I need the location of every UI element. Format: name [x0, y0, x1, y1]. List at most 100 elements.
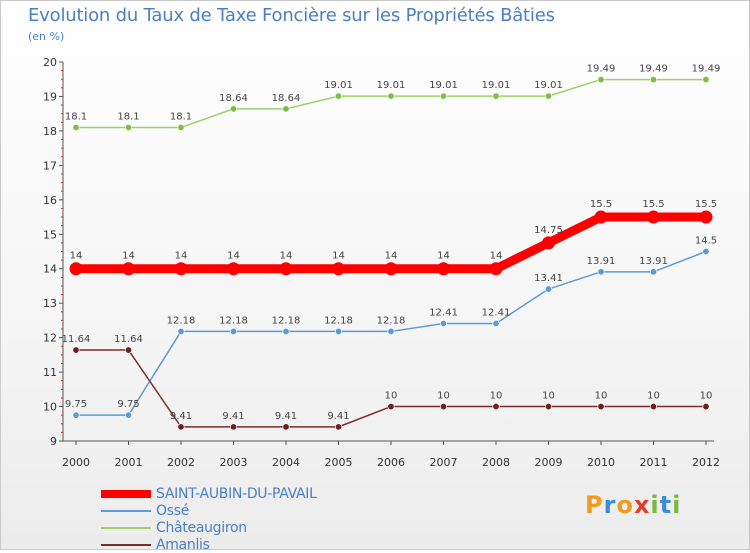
point-chateaugiron-2004 — [282, 105, 290, 113]
logo-letter: t — [659, 491, 673, 519]
data-label-amanlis-2002: 9.41 — [170, 411, 192, 422]
legend-swatch-saint-aubin — [101, 489, 151, 498]
series-layer — [69, 76, 713, 431]
point-osse-2010 — [597, 268, 605, 276]
data-label-osse-2008: 12.41 — [482, 308, 511, 319]
point-osse-2009 — [544, 285, 552, 293]
data-label-osse-2006: 12.18 — [377, 315, 406, 326]
logo-letter: o — [616, 491, 634, 519]
point-saint-aubin-du-pavail-2011 — [647, 210, 660, 224]
y-tick-label: 10 — [43, 401, 57, 414]
point-saint-aubin-du-pavail-2001 — [122, 262, 135, 276]
data-label-saint-aubin-du-pavail-2011: 15.5 — [642, 199, 664, 210]
point-chateaugiron-2005 — [334, 92, 342, 100]
point-saint-aubin-du-pavail-2012 — [699, 210, 713, 224]
data-label-chateaugiron-2011: 19.49 — [639, 64, 668, 75]
x-tick-label-2009: 2009 — [535, 456, 563, 469]
data-label-chateaugiron-2010: 19.49 — [587, 64, 616, 75]
legend-label-saint-aubin: SAINT-AUBIN-DU-PAVAIL — [156, 485, 317, 502]
point-amanlis-2003 — [230, 423, 238, 431]
logo-letter: r — [603, 491, 617, 519]
data-label-amanlis-2009: 10 — [542, 391, 555, 402]
data-label-osse-2005: 12.18 — [324, 315, 353, 326]
legend: SAINT-AUBIN-DU-PAVAIL Ossé Châteaugiron … — [101, 485, 317, 553]
logo-letter: P — [585, 491, 604, 519]
point-osse-2000 — [72, 411, 80, 419]
point-amanlis-2011 — [649, 403, 657, 411]
point-chateaugiron-2012 — [702, 76, 710, 84]
data-label-amanlis-2006: 10 — [385, 391, 398, 402]
point-saint-aubin-du-pavail-2008 — [489, 262, 503, 276]
point-saint-aubin-du-pavail-2000 — [69, 262, 83, 276]
point-amanlis-2005 — [334, 423, 342, 431]
point-amanlis-2009 — [544, 403, 552, 411]
point-amanlis-2006 — [387, 403, 395, 411]
data-label-saint-aubin-du-pavail-2006: 14 — [385, 251, 398, 262]
x-tick-label-2010: 2010 — [587, 456, 615, 469]
point-saint-aubin-du-pavail-2006 — [384, 262, 398, 276]
series-osse — [72, 248, 710, 419]
data-label-amanlis-2004: 9.41 — [275, 411, 297, 422]
data-label-chateaugiron-2009: 19.01 — [534, 80, 563, 91]
data-label-chateaugiron-2004: 18.64 — [272, 93, 301, 104]
logo-letter: i — [672, 491, 682, 519]
data-label-osse-2000: 9.75 — [65, 399, 87, 410]
point-osse-2008 — [492, 320, 500, 328]
data-label-osse-2012: 14.5 — [695, 236, 717, 247]
legend-label-amanlis: Amanlis — [156, 536, 210, 553]
point-saint-aubin-du-pavail-2009 — [542, 236, 555, 250]
series-chateaugiron — [72, 76, 710, 131]
data-label-osse-2010: 13.91 — [587, 256, 616, 267]
data-label-amanlis-2003: 9.41 — [222, 411, 244, 422]
legend-label-osse: Ossé — [156, 502, 190, 519]
y-tick-label: 19 — [43, 90, 57, 103]
x-tick-label-2007: 2007 — [430, 456, 458, 469]
point-chateaugiron-2001 — [125, 123, 133, 131]
data-label-amanlis-2011: 10 — [647, 391, 660, 402]
point-osse-2001 — [125, 411, 133, 419]
data-label-chateaugiron-2002: 18.1 — [170, 111, 192, 122]
x-tick-label-2012: 2012 — [692, 456, 720, 469]
data-label-chateaugiron-2007: 19.01 — [429, 80, 458, 91]
logo-letter: x — [633, 491, 651, 519]
data-label-chateaugiron-2001: 18.1 — [117, 111, 139, 122]
point-osse-2002 — [177, 327, 185, 335]
data-label-amanlis-2001: 11.64 — [114, 334, 143, 345]
data-label-saint-aubin-du-pavail-2009: 14.75 — [534, 225, 563, 236]
point-chateaugiron-2009 — [544, 92, 552, 100]
point-chateaugiron-2003 — [230, 105, 238, 113]
point-chateaugiron-2010 — [597, 76, 605, 84]
data-label-saint-aubin-du-pavail-2008: 14 — [490, 251, 503, 262]
legend-label-chateaugiron: Châteaugiron — [156, 519, 247, 536]
point-osse-2005 — [334, 327, 342, 335]
legend-item-amanlis: Amanlis — [101, 536, 317, 553]
data-label-osse-2007: 12.41 — [429, 308, 458, 319]
point-amanlis-2010 — [597, 403, 605, 411]
data-label-amanlis-2010: 10 — [595, 391, 608, 402]
x-tick-label-2002: 2002 — [167, 456, 195, 469]
data-label-chateaugiron-2008: 19.01 — [482, 80, 511, 91]
data-label-saint-aubin-du-pavail-2002: 14 — [175, 251, 188, 262]
data-labels: 18.1 18.1 18.1 18.64 18.64 19.01 19.01 19.01 19.… — [62, 64, 721, 422]
data-label-osse-2009: 13.41 — [534, 273, 563, 284]
data-label-saint-aubin-du-pavail-2005: 14 — [332, 251, 345, 262]
data-label-osse-2003: 12.18 — [219, 315, 248, 326]
data-label-saint-aubin-du-pavail-2003: 14 — [227, 251, 240, 262]
data-label-chateaugiron-2000: 18.1 — [65, 111, 87, 122]
point-chateaugiron-2008 — [492, 92, 500, 100]
x-tick-label-2005: 2005 — [325, 456, 353, 469]
point-chateaugiron-2011 — [649, 76, 657, 84]
data-label-saint-aubin-du-pavail-2012: 15.5 — [695, 199, 717, 210]
point-saint-aubin-du-pavail-2003 — [227, 262, 240, 276]
data-label-amanlis-2012: 10 — [700, 391, 713, 402]
point-osse-2006 — [387, 327, 395, 335]
data-label-saint-aubin-du-pavail-2001: 14 — [122, 251, 135, 262]
x-tick-label-2001: 2001 — [115, 456, 143, 469]
y-tick-label: 9 — [50, 435, 57, 448]
data-label-saint-aubin-du-pavail-2000: 14 — [70, 251, 83, 262]
axes: 9 10 11 12 13 14 15 16 17 18 19 20 2000 2001 2002 2003 2… — [43, 56, 720, 469]
y-tick-label: 20 — [43, 56, 57, 69]
legend-swatch-amanlis — [101, 543, 151, 546]
